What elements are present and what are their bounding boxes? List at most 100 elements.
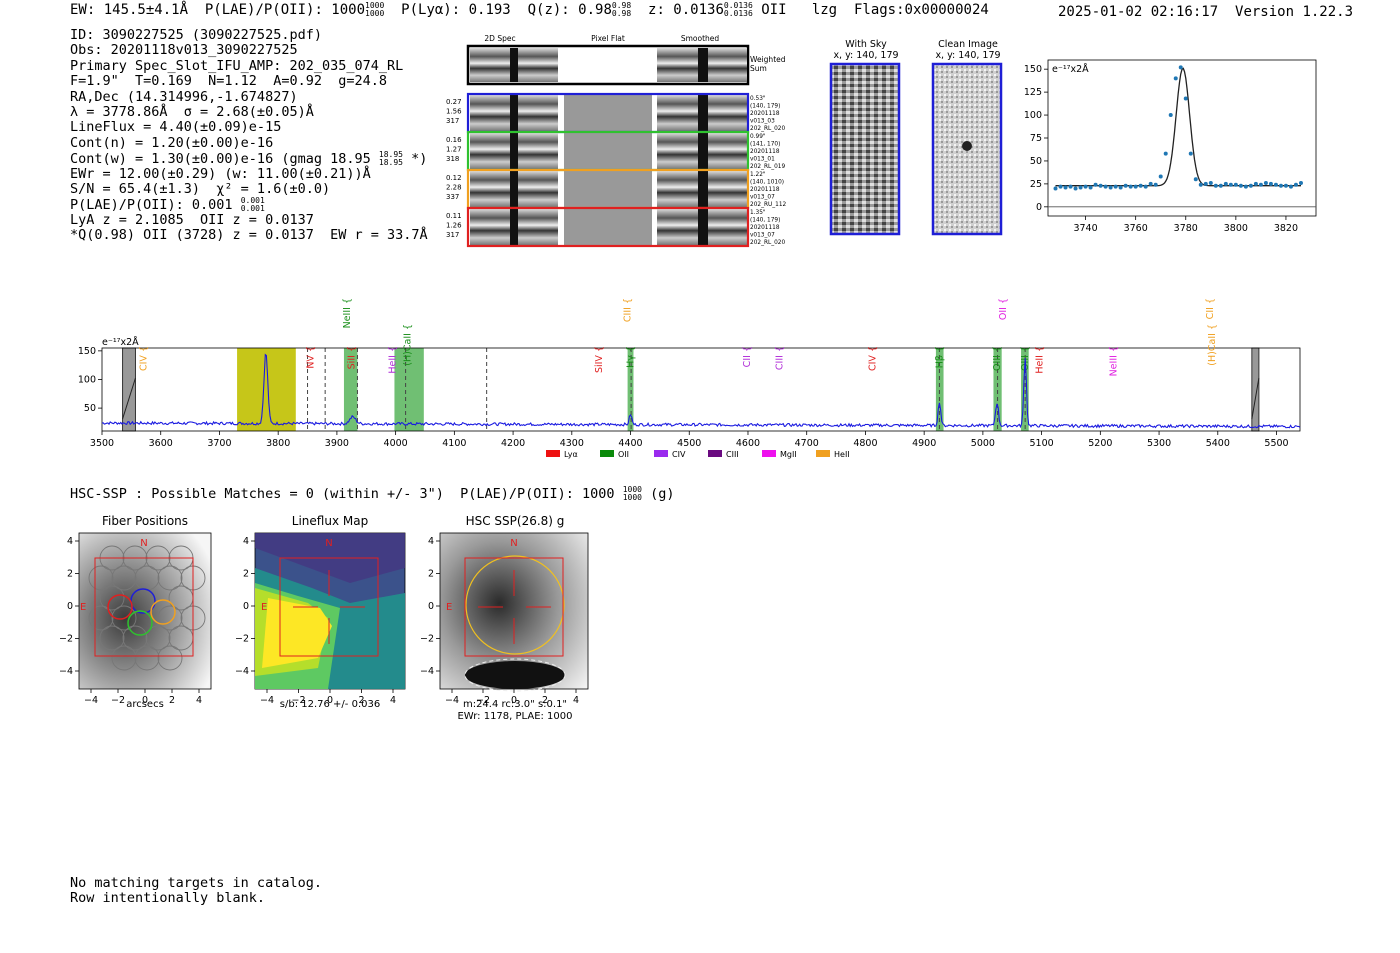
cutout-pixelflat [564, 209, 652, 245]
clean-image-coords: x, y: 140, 179 [935, 50, 1000, 61]
z-value: z: 0.0136 [648, 2, 724, 18]
zoom-data-point [1268, 181, 1273, 186]
zoom-data-point [1128, 184, 1133, 189]
panel-xtick-label: 4 [196, 695, 202, 706]
panel-ytick-label: 2 [67, 569, 73, 580]
zoom-xtick-label: 3800 [1224, 223, 1248, 234]
zoom-data-point [1093, 182, 1098, 187]
lineflux-north: N [325, 538, 332, 549]
zoom-ytick-label: 50 [1030, 156, 1042, 167]
info-obs: Obs: 20201118v013_3090227525 [70, 42, 298, 59]
panel-xtick-label: −4 [84, 695, 98, 706]
zoom-data-point [1168, 113, 1173, 118]
spectrum-xtick-label: 4700 [795, 438, 819, 449]
line-marker-label: NeIII { [342, 298, 353, 328]
cutout-row-right-label: 202_RU_112 [750, 202, 787, 208]
zoom-data-point [1248, 183, 1253, 188]
cutout-row-right-label: 202_RL_020 [750, 240, 785, 246]
zoom-data-point [1233, 182, 1238, 187]
cutout-row-left-label: 1.26 [446, 222, 462, 230]
weighted-label-2: Sum [750, 64, 767, 73]
zoom-data-point [1253, 181, 1258, 186]
timestamp-version: 2025-01-02 02:16:17 Version 1.22.3 [1058, 4, 1353, 20]
zoom-xtick-label: 3820 [1274, 223, 1298, 234]
panel-xtick-label: 0 [511, 695, 517, 706]
panel-xtick-label: 2 [169, 695, 175, 706]
hsc-north: N [510, 538, 517, 549]
spectrum-xtick-label: 4900 [912, 438, 936, 449]
zoom-data-point [1148, 181, 1153, 186]
legend-swatch [762, 450, 776, 457]
hsc-aperture [465, 555, 565, 655]
zoom-data-point [1213, 183, 1218, 188]
spectrum-xtick-label: 4600 [736, 438, 760, 449]
line-marker-label: CII { [742, 346, 753, 367]
info-fwhm: F=1.9" T=0.169 N=1.12 A=0.92 g=24.8 [70, 73, 387, 90]
legend-swatch [816, 450, 830, 457]
zoom-data-point [1183, 96, 1188, 101]
info-ewr: EWr = 12.00(±0.29) (w: 11.00(±0.21))Å [70, 165, 371, 182]
lineflux-panel-title: Lineflux Map [292, 514, 368, 528]
zoom-data-point [1238, 183, 1243, 188]
panel-xtick-label: −2 [291, 695, 305, 706]
panel-ytick-label: −4 [59, 666, 73, 677]
panel-xtick-label: −2 [111, 695, 125, 706]
line-marker-label: CIV { [139, 346, 150, 371]
line-marker-label: OII { [998, 298, 1009, 320]
line-marker-label: HeII { [1034, 346, 1045, 374]
panel-xtick-label: 2 [542, 695, 548, 706]
cutout-row-right-label: 0.99" [750, 134, 766, 140]
zoom-data-point [1283, 183, 1288, 188]
panel-ytick-label: 0 [428, 601, 434, 612]
zoom-data-point [1133, 184, 1138, 189]
spectrum-ytick-label: 150 [78, 346, 96, 357]
info-radec: RA,Dec (14.314996,-1.674827) [70, 88, 298, 105]
zoom-ytick-label: 150 [1024, 64, 1042, 75]
qz-range: 0.98 0.98 [611, 1, 632, 18]
hsc-panel-title: HSC SSP(26.8) g [466, 514, 565, 528]
hsc-image-panel: HSC SSP(26.8) g N E m:24.4 rc:3.0" s:0.1… [439, 514, 589, 722]
version: Version 1.22.3 [1235, 4, 1354, 20]
line-marker-label: CIII { [623, 298, 634, 322]
panel-ytick-label: −2 [235, 634, 249, 645]
legend-swatch [546, 450, 560, 457]
panel-ytick-label: 4 [243, 536, 249, 547]
zoom-data-point [1223, 181, 1228, 186]
cutout-pixelflat [564, 133, 652, 169]
zoom-data-point [1068, 184, 1073, 189]
spectrum-line-band [935, 348, 944, 431]
ew-value: EW: 145.5±4.1Å [70, 2, 189, 18]
line-name: OII [761, 2, 787, 18]
zoom-data-point [1138, 183, 1143, 188]
cutout-row-right-label: 20201118 [750, 149, 780, 155]
cutout-row-right-label: 202_RL_019 [750, 164, 785, 170]
zoom-data-point [1098, 183, 1103, 188]
zoom-data-point [1078, 185, 1083, 190]
spectrum-gap-band [1251, 347, 1260, 432]
clean-image-source [962, 141, 972, 151]
zoom-data-point [1163, 151, 1168, 156]
zoom-data-point [1243, 184, 1248, 189]
line-marker-label: CIII { [775, 346, 786, 370]
zoom-ytick-label: 0 [1036, 202, 1042, 213]
spectrum-frame [101, 347, 1301, 432]
cutout-row-border [466, 206, 750, 248]
zoom-data-point [1173, 76, 1178, 81]
line-marker-label: CII { [1205, 298, 1216, 319]
catalog-note-line-1: No matching targets in catalog. [70, 875, 322, 891]
zoom-xtick-label: 3760 [1124, 223, 1148, 234]
spectrum-xtick-label: 5300 [1147, 438, 1171, 449]
hsc-east: E [446, 602, 452, 613]
zoom-xtick-label: 3780 [1174, 223, 1198, 234]
hsc-catalog-ellipse [464, 658, 566, 692]
sky-cutouts: With Sky x, y: 140, 179 Clean Image x, y… [829, 39, 1003, 236]
zoom-ytick-label: 25 [1030, 179, 1042, 190]
summary-header: EW: 145.5±4.1Å P(LAE)/P(OII): 1000 1000 10… [70, 1, 989, 19]
legend-swatch [708, 450, 722, 457]
panel-ytick-label: 2 [243, 569, 249, 580]
gmag-range: 18.95 18.95 [378, 150, 403, 168]
clean-image-title: Clean Image [938, 39, 998, 50]
